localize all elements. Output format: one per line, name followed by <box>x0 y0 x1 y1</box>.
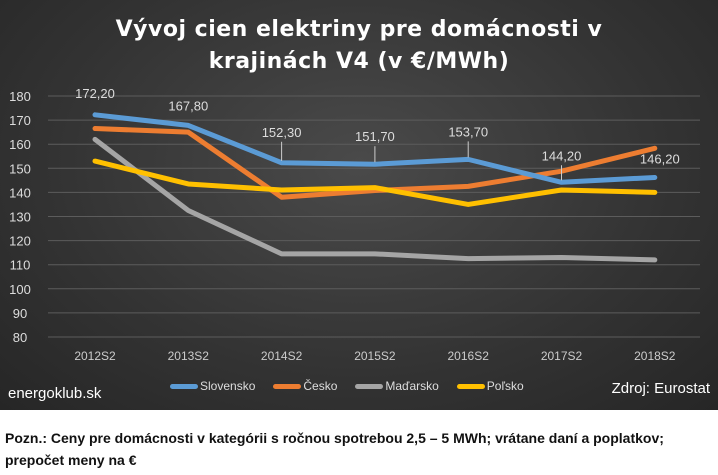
legend-label: Česko <box>303 379 338 393</box>
legend-swatch <box>273 383 302 389</box>
y-tick-label: 130 <box>9 210 31 225</box>
data-label: 152,30 <box>262 125 302 140</box>
legend-item-slovensko: Slovensko <box>170 379 255 393</box>
legend-swatch <box>355 383 384 389</box>
y-tick-label: 140 <box>9 185 31 200</box>
chart-title-line-1: Vývoj cien elektriny pre domácnosti v <box>115 17 603 42</box>
legend-swatch <box>170 383 198 389</box>
legend: Slovensko Česko Maďarsko Poľsko <box>170 379 524 393</box>
footnote-line-1: Pozn.: Ceny pre domácnosti v kategórii s… <box>5 430 664 446</box>
x-tick-label: 2015S2 <box>354 349 396 363</box>
x-tick-label: 2017S2 <box>541 349 583 363</box>
y-tick-label: 90 <box>13 306 27 321</box>
y-tick-label: 120 <box>9 234 31 249</box>
y-tick-label: 110 <box>10 258 31 273</box>
data-label: 151,70 <box>355 129 395 144</box>
brand-label: energoklub.sk <box>8 385 102 402</box>
y-tick-label: 150 <box>9 161 31 176</box>
x-tick-label: 2016S2 <box>448 349 490 363</box>
line-chart: 180 170 160 150 140 130 120 110 100 90 80 2012S2 201… <box>9 86 700 363</box>
data-label: 146,20 <box>640 151 680 166</box>
y-tick-label: 160 <box>9 137 31 152</box>
legend-label: Slovensko <box>200 379 256 393</box>
legend-item-polsko: Poľsko <box>456 379 524 393</box>
legend-item-cesko: Česko <box>273 379 337 393</box>
legend-swatch <box>456 383 485 389</box>
chart-title-line-2: krajinách V4 (v €/MWh) <box>208 49 510 74</box>
x-tick-label: 2013S2 <box>168 349 210 363</box>
legend-label: Maďarsko <box>385 379 439 393</box>
y-tick-label: 100 <box>9 282 31 297</box>
chart-title: Vývoj cien elektriny pre domácnosti v kr… <box>0 14 718 78</box>
y-tick-label: 180 <box>9 89 31 104</box>
series-line-Slovensko <box>92 112 658 185</box>
data-label: 167,80 <box>168 98 208 113</box>
data-label: 144,20 <box>542 148 582 163</box>
legend-label: Poľsko <box>486 379 524 393</box>
x-tick-label: 2012S2 <box>74 349 116 363</box>
y-tick-label: 80 <box>13 330 27 345</box>
data-label: 153,70 <box>448 124 488 139</box>
legend-item-madarsko: Maďarsko <box>355 379 439 393</box>
x-tick-label: 2018S2 <box>634 349 676 363</box>
footnote-line-2: prepočet meny na € <box>5 452 137 468</box>
x-tick-label: 2014S2 <box>261 349 303 363</box>
series-line-Poľsko <box>92 158 658 207</box>
footnote: Pozn.: Ceny pre domácnosti v kategórii s… <box>5 427 715 471</box>
y-tick-label: 170 <box>9 113 31 128</box>
source-label: Zdroj: Eurostat <box>611 380 710 397</box>
chart-panel: Vývoj cien elektriny pre domácnosti v kr… <box>0 0 718 410</box>
series-line-Maďarsko <box>92 136 658 263</box>
data-label: 172,20 <box>75 86 115 101</box>
